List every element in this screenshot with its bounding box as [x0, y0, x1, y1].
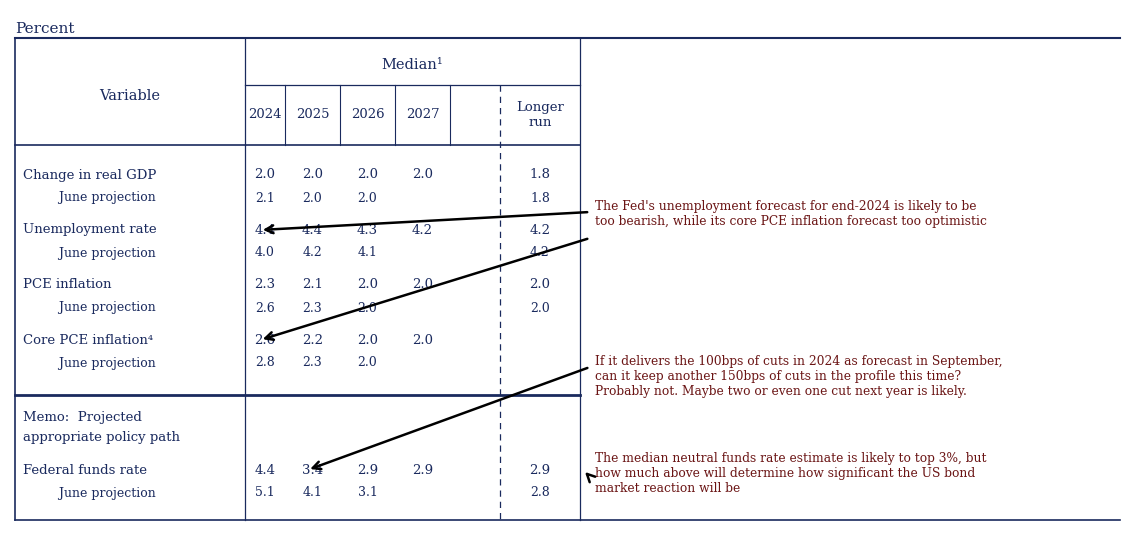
Text: 4.3: 4.3 [357, 224, 378, 237]
Text: Variable: Variable [100, 90, 161, 104]
Text: 4.1: 4.1 [303, 487, 322, 500]
Text: June projection: June projection [43, 487, 155, 500]
Text: 2.3: 2.3 [303, 356, 322, 369]
Text: 2.0: 2.0 [412, 279, 433, 292]
Text: 2.0: 2.0 [357, 168, 378, 181]
Text: 2.0: 2.0 [357, 334, 378, 347]
Text: The Fed's unemployment forecast for end-2024 is likely to be
too bearish, while : The Fed's unemployment forecast for end-… [595, 200, 987, 228]
Text: 2.6: 2.6 [254, 334, 276, 347]
Text: Median¹: Median¹ [382, 58, 443, 72]
Text: 2.0: 2.0 [303, 192, 322, 205]
Text: 1.8: 1.8 [530, 192, 550, 205]
Text: appropriate policy path: appropriate policy path [23, 431, 180, 444]
Text: 4.4: 4.4 [254, 463, 276, 476]
Text: 2.9: 2.9 [412, 463, 433, 476]
Text: June projection: June projection [43, 246, 155, 260]
Text: 4.0: 4.0 [255, 246, 274, 260]
Text: 4.2: 4.2 [412, 224, 433, 237]
Text: 2024: 2024 [248, 109, 281, 122]
Text: 2.0: 2.0 [530, 279, 550, 292]
Text: Longer
run: Longer run [516, 101, 564, 129]
Text: 2.0: 2.0 [357, 301, 378, 314]
Text: 2.0: 2.0 [254, 168, 276, 181]
Text: 2.8: 2.8 [255, 356, 274, 369]
Text: 2.3: 2.3 [303, 301, 322, 314]
Text: 4.2: 4.2 [530, 246, 550, 260]
Text: 2025: 2025 [296, 109, 329, 122]
Text: The median neutral funds rate estimate is likely to top 3%, but
how much above w: The median neutral funds rate estimate i… [595, 452, 987, 495]
Text: 4.4: 4.4 [302, 224, 323, 237]
Text: 2.0: 2.0 [357, 192, 378, 205]
Text: Core PCE inflation⁴: Core PCE inflation⁴ [23, 334, 153, 347]
Text: 5.1: 5.1 [255, 487, 274, 500]
Text: 2.9: 2.9 [530, 463, 551, 476]
Text: June projection: June projection [43, 356, 155, 369]
Text: 1.8: 1.8 [530, 168, 550, 181]
Text: 4.4: 4.4 [254, 224, 276, 237]
Text: Percent: Percent [15, 22, 75, 36]
Text: PCE inflation: PCE inflation [23, 279, 111, 292]
Text: 4.2: 4.2 [530, 224, 550, 237]
Text: 2.8: 2.8 [530, 487, 550, 500]
Text: 2.0: 2.0 [357, 279, 378, 292]
Text: 2.1: 2.1 [302, 279, 323, 292]
Text: 2.3: 2.3 [254, 279, 276, 292]
Text: 2.0: 2.0 [302, 168, 323, 181]
Text: June projection: June projection [43, 192, 155, 205]
Text: 3.4: 3.4 [302, 463, 323, 476]
Text: 3.1: 3.1 [357, 487, 378, 500]
Text: 2.0: 2.0 [412, 334, 433, 347]
Text: June projection: June projection [43, 301, 155, 314]
Text: 2.0: 2.0 [530, 301, 550, 314]
Text: Federal funds rate: Federal funds rate [23, 463, 147, 476]
Text: 2.2: 2.2 [302, 334, 323, 347]
Text: Change in real GDP: Change in real GDP [23, 168, 156, 181]
Text: 2026: 2026 [350, 109, 384, 122]
Text: If it delivers the 100bps of cuts in 2024 as forecast in September,
can it keep : If it delivers the 100bps of cuts in 202… [595, 355, 1002, 398]
Text: 2.1: 2.1 [255, 192, 274, 205]
Text: 4.1: 4.1 [357, 246, 378, 260]
Text: 2027: 2027 [406, 109, 439, 122]
Text: Memo:  Projected: Memo: Projected [23, 411, 142, 424]
Text: 2.9: 2.9 [357, 463, 378, 476]
Text: Unemployment rate: Unemployment rate [23, 224, 156, 237]
Text: 2.0: 2.0 [357, 356, 378, 369]
Text: 2.6: 2.6 [255, 301, 274, 314]
Text: 4.2: 4.2 [303, 246, 322, 260]
Text: 2.0: 2.0 [412, 168, 433, 181]
